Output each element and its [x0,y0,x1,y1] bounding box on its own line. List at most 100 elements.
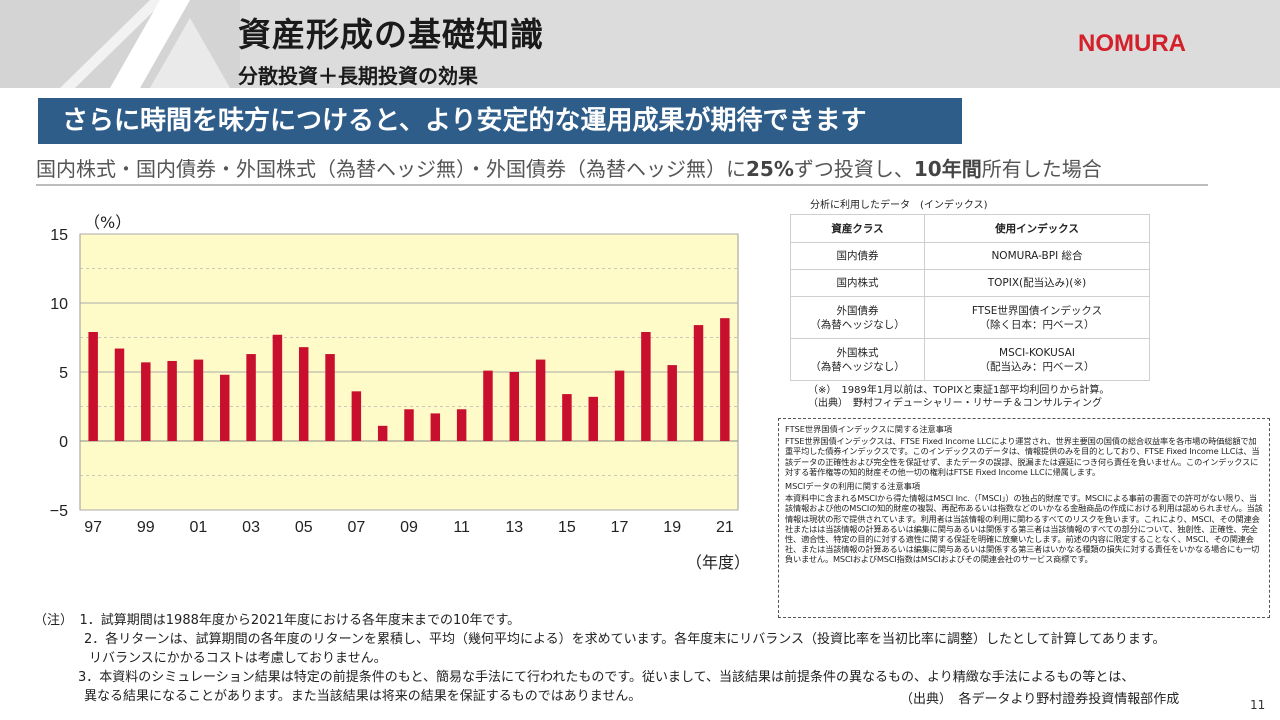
index-table: 資産クラス 使用インデックス 国内債券 NOMURA-BPI 総合 国内株式 T… [790,214,1150,381]
x-tick-label: 01 [190,519,208,536]
x-tick-label: 21 [716,519,734,536]
bar-97 [88,331,98,441]
table-row: 国内債券 NOMURA-BPI 総合 [790,242,1150,270]
asset-class-name: 国内債券 [836,250,879,262]
asset-class-name: 国内株式 [836,277,879,289]
headline-banner: さらに時間を味方につけると、より安定的な運用成果が期待できます [38,98,962,144]
footnote-2: 2．各リターンは、試算期間の各年度のリターンを累積し、平均（幾何平均による）を求… [84,632,1166,647]
bar-99 [141,362,151,441]
table-row: 国内株式 TOPIX(配当込み)(※) [790,269,1150,297]
footnote-3-cont: 異なる結果になることがあります。また当該結果は将来の結果を保証するものではありま… [84,689,642,704]
x-tick-label: 15 [558,519,576,536]
asset-class-cell: 国内株式 [790,269,925,297]
page-subtitle: 分散投資＋長期投資の効果 [238,64,478,88]
bar-07 [351,391,362,441]
ftse-heading: FTSE世界国債インデックスに関する注意事項 [785,424,953,434]
condition-text-2: ずつ投資し、 [793,157,914,181]
x-tick-label: 17 [611,519,629,536]
source-note: （出典） 各データより野村證券投資情報部作成 [900,692,1180,707]
asset-class-hedge: （為替ヘッジなし） [810,360,905,373]
asset-class-cell: 外国債券 （為替ヘッジなし） [790,296,925,339]
x-tick-label: 09 [400,519,418,536]
index-cell: TOPIX(配当込み)(※) [924,269,1150,297]
bar-09 [404,409,414,441]
index-detail: （配当込み：円ベース） [979,360,1095,373]
bar-01 [193,359,204,441]
index-detail: （除く日本：円ベース） [979,318,1095,331]
y-tick-label: −5 [50,503,68,520]
bar-05 [298,347,309,441]
y-tick-label: 15 [50,227,68,244]
header-asset-class: 資産クラス [790,214,925,243]
bar-19 [667,365,677,441]
index-notes: （※） 1989年1月以前は、TOPIXと東証1部平均利回りから計算。 （出典）… [808,384,1109,410]
footnote-2-cont: リバランスにかかるコストは考慮しておりません。 [89,651,387,666]
x-tick-label: 19 [663,519,681,536]
index-table-header: 資産クラス 使用インデックス [790,214,1150,243]
ftse-body: FTSE世界国債インデックスは、FTSE Fixed Income LLCにより… [785,436,1260,477]
y-tick-label: 5 [59,365,68,382]
index-cell: NOMURA-BPI 総合 [924,242,1150,270]
index-cell: MSCI-KOKUSAI （配当込み：円ベース） [924,338,1150,381]
bar-21 [720,318,730,441]
header-index: 使用インデックス [924,214,1150,243]
header-decoration [0,0,240,88]
nomura-logo: NOMURA [1078,30,1186,57]
condition-emph-2: 10年間 [913,157,982,181]
msci-heading: MSCIデータの利用に関する注意事項 [785,481,921,492]
bar-20 [693,325,704,441]
x-tick-label: 05 [295,519,313,536]
bar-18 [641,331,651,441]
index-name: FTSE世界国債インデックス [971,304,1103,317]
footnote-3: 3．本資料のシミュレーション結果は特定の前提条件のもと、簡易な手法にて行われたも… [78,670,1135,685]
condition-emph-1: 25% [746,157,794,181]
condition-text-3: 所有した場合 [981,157,1102,181]
bar-98 [114,348,125,441]
msci-body: 本資料中に含まれるMSCIから得た情報はMSCI Inc.（「MSCI」）の独占… [785,493,1263,565]
index-table-caption: 分析に利用したデータ (インデックス) [810,200,988,211]
asset-class-name: 外国債券 [836,304,879,317]
simulation-condition: 国内株式・国内債券・外国株式（為替ヘッジ無）・外国債券（為替ヘッジ無）に25%ず… [36,153,1208,186]
index-name: NOMURA-BPI 総合 [991,250,1083,262]
condition-text-1: 国内株式・国内債券・外国株式（為替ヘッジ無）・外国債券（為替ヘッジ無）に [36,157,746,181]
bar-02 [220,374,230,441]
x-tick-label: 99 [137,519,155,536]
y-axis-label: （%） [84,213,131,232]
y-tick-label: 10 [50,296,68,313]
index-note-topix: （※） 1989年1月以前は、TOPIXと東証1部平均利回りから計算。 [808,385,1110,396]
page-title: 資産形成の基礎知識 [238,15,544,54]
x-tick-label: 97 [84,519,102,536]
asset-class-name: 外国株式 [836,346,879,359]
asset-class-hedge: （為替ヘッジなし） [810,318,905,331]
x-tick-label: 03 [242,519,260,536]
page-number: 11 [1250,698,1266,712]
index-name: MSCI-KOKUSAI [999,346,1075,359]
bar-14 [535,359,546,441]
x-tick-label: 07 [347,519,365,536]
x-tick-label: 11 [453,519,470,536]
index-name: TOPIX(配当込み)(※) [987,277,1087,289]
bar-10 [430,413,441,441]
table-row: 外国株式 （為替ヘッジなし） MSCI-KOKUSAI （配当込み：円ベース） [790,338,1150,381]
disclaimer-box: FTSE世界国債インデックスに関する注意事項 FTSE世界国債インデックスは、F… [778,418,1270,618]
index-note-source: （出典） 野村フィデューシャリー・リサーチ＆コンサルティング [808,398,1102,409]
bar-17 [614,370,625,441]
bar-16 [588,396,598,441]
asset-class-cell: 国内債券 [790,242,925,270]
x-tick-label: 13 [505,519,523,536]
index-cell: FTSE世界国債インデックス （除く日本：円ベース） [924,296,1150,339]
bar-00 [167,360,177,441]
footnote-1: （注） 1．試算期間は1988年度から2021年度における各年度末までの10年で… [34,613,521,628]
return-bar-chart: 15 10 5 0 −5 （%） 97 99 01 03 05 07 09 11 13 15 17 19 21 （年度… [20,210,760,575]
x-axis-label: （年度） [686,553,750,572]
bar-03 [246,354,256,441]
table-row: 外国債券 （為替ヘッジなし） FTSE世界国債インデックス （除く日本：円ベース） [790,296,1150,339]
bar-13 [509,372,520,441]
chart-svg: 15 10 5 0 −5 （%） 97 99 01 03 05 07 09 11 13 15 17 19 21 （年度… [50,213,750,572]
bar-04 [272,334,283,441]
bar-12 [483,370,493,441]
bar-08 [377,425,388,441]
asset-class-cell: 外国株式 （為替ヘッジなし） [790,338,925,381]
y-tick-label: 0 [59,434,68,451]
bar-15 [562,394,572,441]
